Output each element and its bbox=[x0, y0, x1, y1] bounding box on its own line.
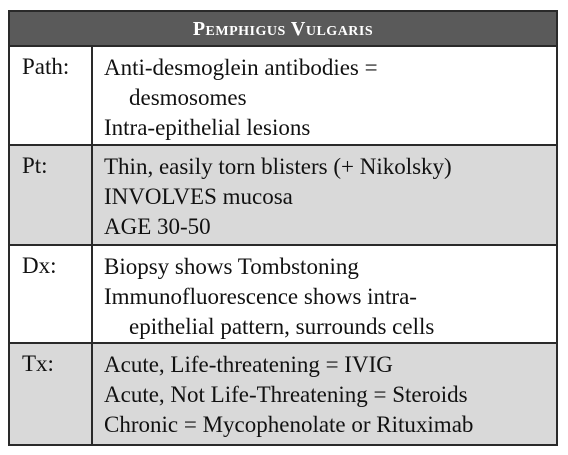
row-label: Pt: bbox=[10, 146, 93, 244]
info-card: Pemphigus Vulgaris Path: Anti-desmoglein… bbox=[8, 10, 558, 446]
row-path: Path: Anti-desmoglein antibodies = desmo… bbox=[10, 47, 556, 146]
content-line: Thin, easily torn blisters (+ Nikolsky) bbox=[104, 154, 452, 179]
row-content: Anti-desmoglein antibodies = desmosomes … bbox=[93, 47, 556, 144]
content-line: Intra-epithelial lesions bbox=[104, 115, 311, 140]
content-line: Chronic = Mycophenolate or Rituximab bbox=[104, 412, 474, 437]
row-content: Biopsy shows Tombstoning Immunofluoresce… bbox=[93, 246, 556, 342]
content-line: AGE 30-50 bbox=[104, 214, 211, 239]
content-line: Acute, Life-threatening = IVIG bbox=[104, 352, 393, 377]
row-diagnosis: Dx: Biopsy shows Tombstoning Immunofluor… bbox=[10, 246, 556, 344]
content-line: epithelial pattern, surrounds cells bbox=[129, 314, 435, 339]
content-line: Anti-desmoglein antibodies = bbox=[104, 55, 378, 80]
content-line: desmosomes bbox=[129, 85, 247, 110]
row-treatment: Tx: Acute, Life-threatening = IVIG Acute… bbox=[10, 344, 556, 444]
card-title: Pemphigus Vulgaris bbox=[10, 12, 556, 47]
content-line: Acute, Not Life-Threatening = Steroids bbox=[104, 382, 468, 407]
content-line: Biopsy shows Tombstoning bbox=[104, 254, 359, 279]
row-content: Thin, easily torn blisters (+ Nikolsky) … bbox=[93, 146, 556, 244]
row-patient: Pt: Thin, easily torn blisters (+ Nikols… bbox=[10, 146, 556, 246]
content-line: Immunofluorescence shows intra- bbox=[104, 284, 417, 309]
row-label: Path: bbox=[10, 47, 93, 144]
row-label: Dx: bbox=[10, 246, 93, 342]
content-line: INVOLVES mucosa bbox=[104, 184, 293, 209]
row-content: Acute, Life-threatening = IVIG Acute, No… bbox=[93, 344, 556, 444]
row-label: Tx: bbox=[10, 344, 93, 444]
